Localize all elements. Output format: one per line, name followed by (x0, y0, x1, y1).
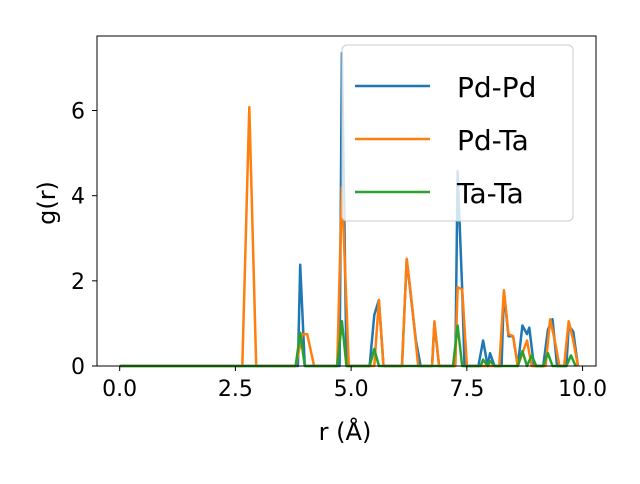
legend: Pd-Pd Pd-Ta Ta-Ta (341, 44, 574, 222)
x-tick-label: 10.0 (558, 377, 607, 402)
legend-label-pd-pd: Pd-Pd (457, 71, 536, 104)
y-tick-label: 0 (71, 355, 85, 380)
legend-label-pd-ta: Pd-Ta (457, 124, 529, 157)
axes-frame (96, 35, 597, 367)
y-axis-ticks: 0 2 4 6 (71, 100, 97, 380)
y-tick-label: 4 (71, 185, 85, 210)
y-axis-label: g(r) (33, 181, 61, 225)
axes-border (96, 35, 597, 367)
y-tick-label: 6 (71, 100, 85, 125)
x-tick-label: 5.0 (334, 377, 369, 402)
x-tick-label: 7.5 (449, 377, 484, 402)
series-line-ta-ta (119, 320, 577, 368)
x-axis-ticks: 0.0 2.5 5.0 7.5 10.0 (102, 366, 607, 402)
series-line-pd-ta (119, 105, 580, 368)
legend-box (341, 44, 574, 222)
x-axis-label: r (Å) (319, 417, 372, 446)
x-tick-label: 2.5 (218, 377, 253, 402)
legend-label-ta-ta: Ta-Ta (456, 177, 524, 210)
x-tick-label: 0.0 (102, 377, 137, 402)
y-tick-label: 2 (71, 270, 85, 295)
